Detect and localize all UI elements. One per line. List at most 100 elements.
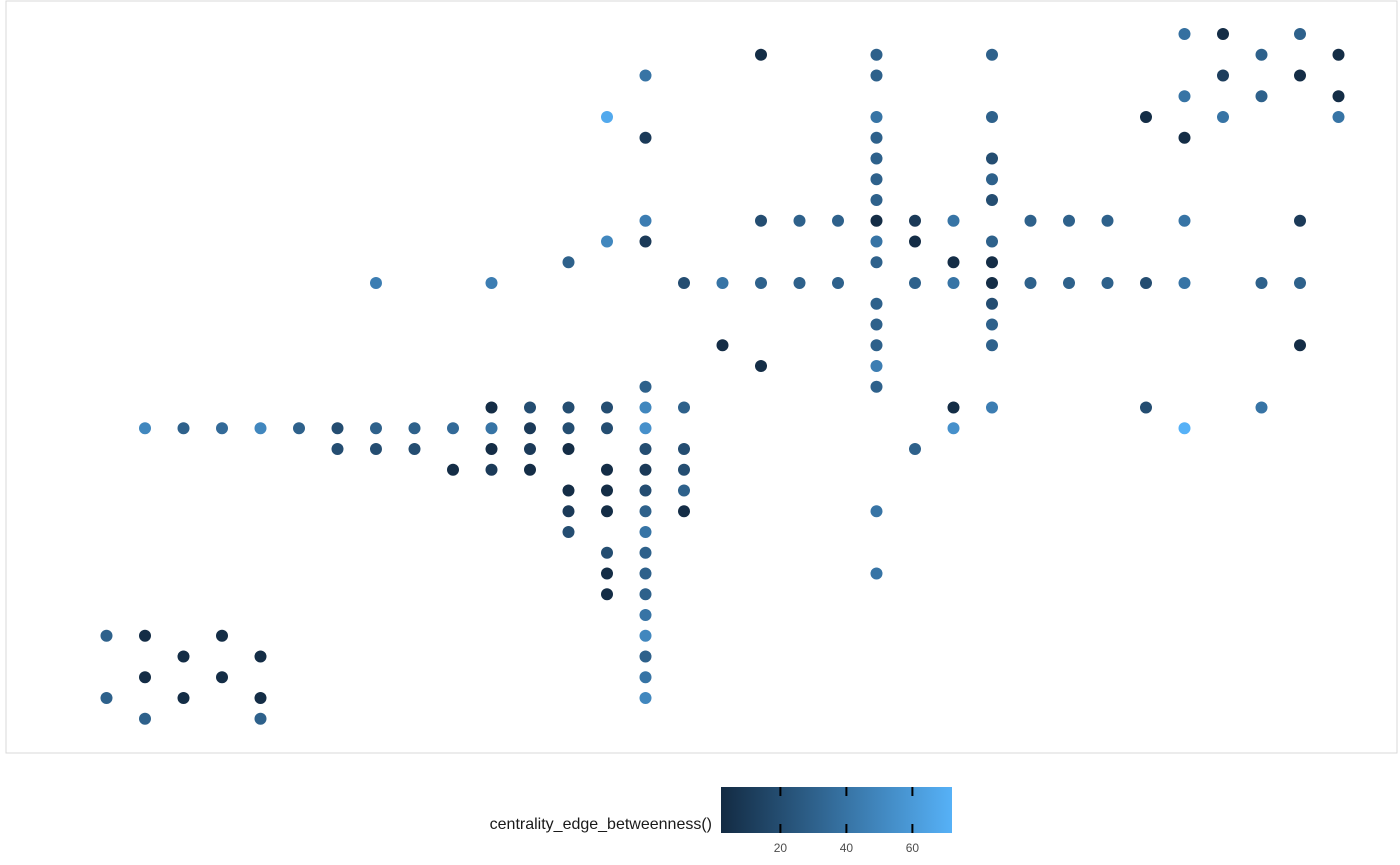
node-point bbox=[216, 629, 228, 642]
node-point bbox=[986, 401, 998, 414]
node-point bbox=[370, 277, 382, 289]
node-point bbox=[986, 111, 998, 123]
node-point bbox=[639, 443, 652, 455]
node-point bbox=[524, 422, 536, 435]
node-point bbox=[1140, 277, 1152, 289]
node-point bbox=[1294, 339, 1306, 352]
node-point bbox=[870, 505, 883, 518]
node-point bbox=[562, 443, 575, 455]
node-point bbox=[986, 339, 998, 352]
node-point bbox=[601, 567, 613, 580]
node-point bbox=[562, 401, 575, 414]
node-point bbox=[947, 422, 960, 435]
node-point bbox=[524, 401, 536, 414]
node-point bbox=[755, 48, 767, 61]
node-point bbox=[1332, 90, 1345, 103]
node-point bbox=[793, 214, 806, 227]
node-point bbox=[639, 567, 652, 580]
node-point bbox=[1140, 111, 1152, 123]
node-point bbox=[1178, 90, 1191, 103]
node-point bbox=[1063, 277, 1075, 289]
node-point bbox=[870, 339, 883, 352]
node-point bbox=[870, 131, 883, 144]
node-point bbox=[986, 173, 998, 186]
node-point bbox=[678, 277, 690, 289]
node-point bbox=[1255, 401, 1268, 414]
node-point bbox=[639, 380, 652, 393]
node-point bbox=[601, 463, 613, 476]
node-point bbox=[139, 422, 151, 435]
node-point bbox=[1332, 48, 1345, 61]
node-point bbox=[1178, 422, 1191, 435]
node-point bbox=[331, 443, 344, 455]
node-point bbox=[678, 401, 690, 414]
node-point bbox=[986, 256, 998, 269]
legend-colorbar bbox=[721, 787, 952, 833]
node-point bbox=[986, 318, 998, 331]
node-point bbox=[216, 422, 228, 435]
node-point bbox=[139, 629, 151, 642]
node-point bbox=[562, 484, 575, 497]
node-point bbox=[870, 111, 883, 123]
node-point bbox=[678, 505, 690, 518]
node-point bbox=[1178, 277, 1191, 289]
node-point bbox=[562, 422, 575, 435]
node-point bbox=[639, 671, 652, 684]
node-point bbox=[639, 235, 652, 248]
node-point bbox=[601, 111, 613, 123]
node-point bbox=[601, 235, 613, 248]
node-point bbox=[755, 277, 767, 289]
node-point bbox=[870, 214, 883, 227]
node-point bbox=[639, 609, 652, 621]
node-point bbox=[1024, 214, 1037, 227]
node-point bbox=[832, 277, 844, 289]
node-point bbox=[870, 69, 883, 82]
node-point bbox=[678, 484, 690, 497]
node-point bbox=[601, 401, 613, 414]
node-point bbox=[639, 463, 652, 476]
node-point bbox=[986, 297, 998, 310]
node-point bbox=[639, 650, 652, 663]
node-point bbox=[870, 194, 883, 206]
node-point bbox=[947, 214, 960, 227]
node-point bbox=[639, 422, 652, 435]
node-point bbox=[100, 629, 113, 642]
node-point bbox=[254, 712, 267, 725]
node-point bbox=[408, 422, 421, 435]
node-point bbox=[639, 629, 652, 642]
node-point bbox=[601, 422, 613, 435]
node-point bbox=[870, 360, 883, 372]
node-point bbox=[601, 546, 613, 559]
node-point bbox=[870, 380, 883, 393]
node-point bbox=[1178, 28, 1191, 40]
node-point bbox=[177, 692, 190, 704]
node-point bbox=[485, 401, 498, 414]
node-point bbox=[639, 69, 652, 82]
node-point bbox=[601, 505, 613, 518]
node-point bbox=[986, 48, 998, 61]
node-point bbox=[100, 692, 113, 704]
legend-tick-label: 20 bbox=[774, 841, 788, 855]
node-point bbox=[1332, 111, 1345, 123]
node-point bbox=[755, 214, 767, 227]
node-point bbox=[947, 256, 960, 269]
node-point bbox=[870, 318, 883, 331]
node-point bbox=[639, 401, 652, 414]
node-point bbox=[870, 173, 883, 186]
node-point bbox=[1217, 28, 1229, 40]
node-point bbox=[909, 277, 921, 289]
node-point bbox=[1255, 48, 1268, 61]
plot-panel-border bbox=[5, 0, 1398, 754]
node-point bbox=[1294, 214, 1306, 227]
node-point bbox=[254, 650, 267, 663]
node-point bbox=[447, 463, 459, 476]
node-point bbox=[639, 588, 652, 601]
node-point bbox=[139, 712, 151, 725]
node-point bbox=[870, 567, 883, 580]
node-point bbox=[947, 401, 960, 414]
legend-tick-label: 60 bbox=[906, 841, 920, 855]
node-point bbox=[1294, 69, 1306, 82]
node-point bbox=[870, 235, 883, 248]
node-point bbox=[254, 692, 267, 704]
node-point bbox=[678, 463, 690, 476]
